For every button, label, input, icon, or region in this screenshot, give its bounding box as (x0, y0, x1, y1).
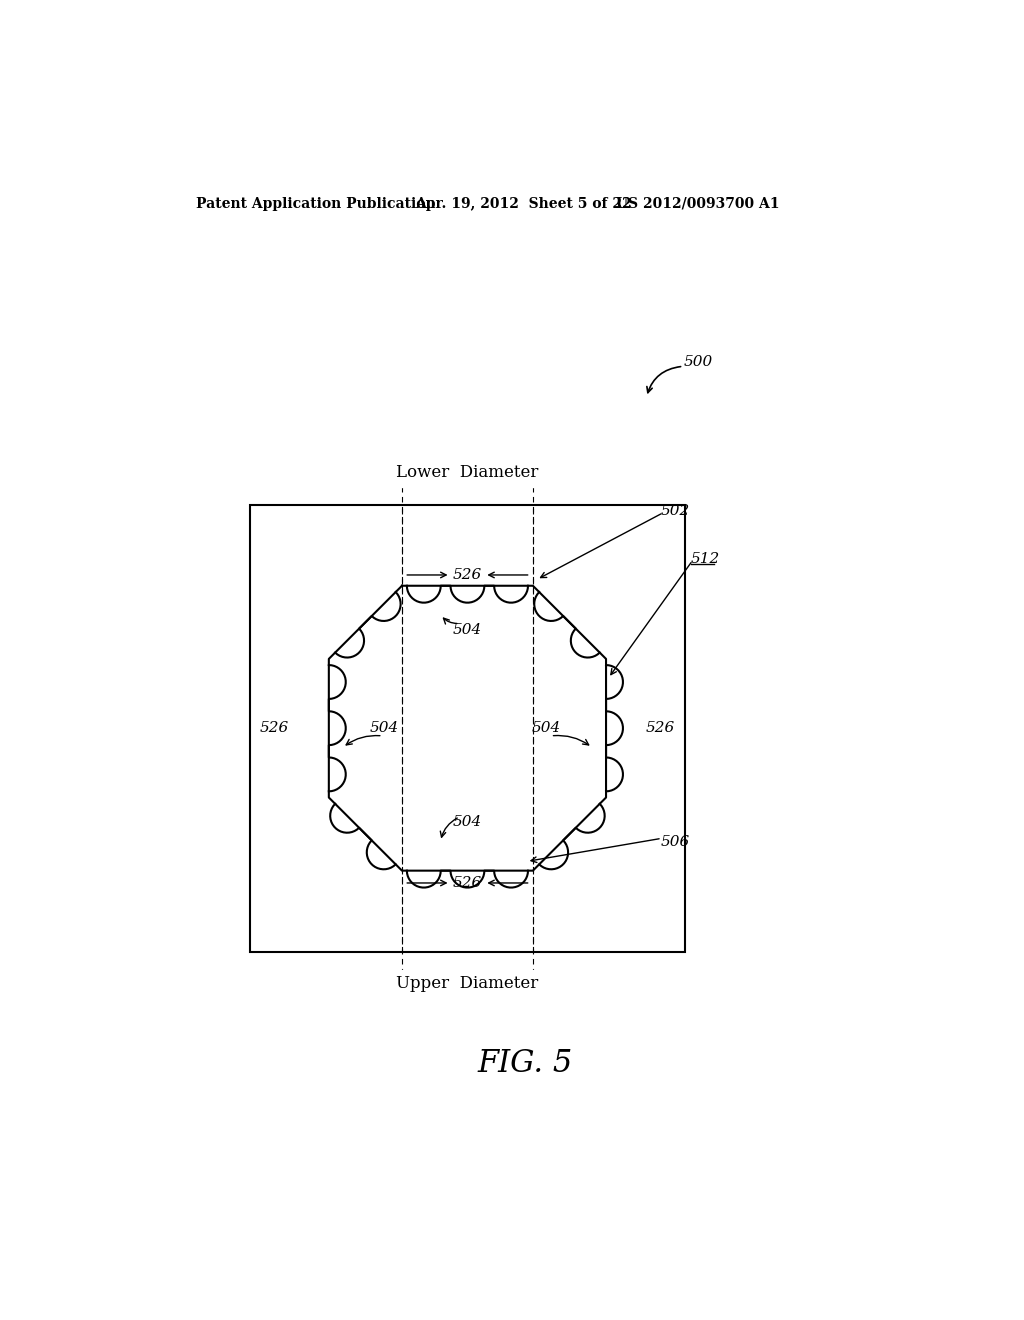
Text: 506: 506 (660, 836, 689, 849)
Text: 526: 526 (260, 721, 289, 735)
Text: 504: 504 (453, 623, 482, 636)
Text: 526: 526 (453, 876, 482, 890)
Text: Patent Application Publication: Patent Application Publication (196, 197, 435, 211)
Text: Apr. 19, 2012  Sheet 5 of 22: Apr. 19, 2012 Sheet 5 of 22 (416, 197, 632, 211)
Text: 526: 526 (646, 721, 675, 735)
Text: US 2012/0093700 A1: US 2012/0093700 A1 (615, 197, 779, 211)
Text: Lower  Diameter: Lower Diameter (396, 465, 539, 480)
Text: 504: 504 (532, 721, 561, 735)
Text: 504: 504 (370, 721, 399, 735)
Text: 504: 504 (453, 816, 482, 829)
Text: FIG. 5: FIG. 5 (477, 1048, 572, 1078)
Text: 526: 526 (453, 568, 482, 582)
Text: 502: 502 (660, 504, 689, 517)
Text: Upper  Diameter: Upper Diameter (396, 975, 539, 993)
Text: 500: 500 (683, 355, 713, 370)
Text: 512: 512 (691, 552, 720, 566)
